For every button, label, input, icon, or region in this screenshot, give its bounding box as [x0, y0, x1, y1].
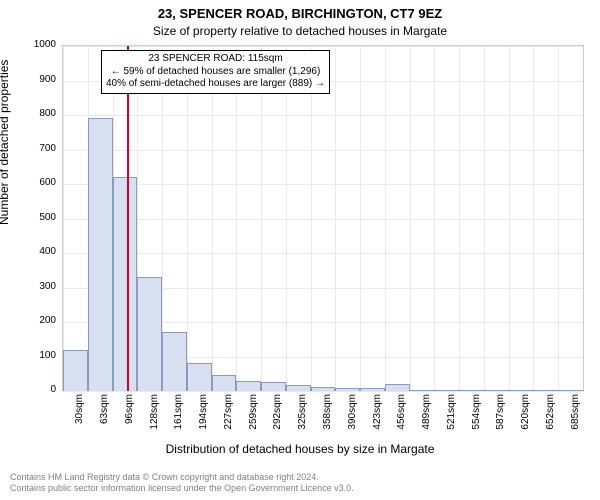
histogram-bar: [533, 390, 558, 391]
histogram-bar: [212, 375, 237, 391]
histogram-bar: [88, 118, 113, 391]
gridline-horizontal: [63, 253, 583, 254]
plot-area: 23 SPENCER ROAD: 115sqm← 59% of detached…: [62, 45, 584, 392]
gridline-vertical: [484, 46, 485, 391]
x-tick-label: 358sqm: [322, 394, 333, 444]
histogram-bar: [484, 390, 509, 391]
annotation-line: 23 SPENCER ROAD: 115sqm: [106, 53, 325, 66]
gridline-vertical: [261, 46, 262, 391]
x-tick-label: 423sqm: [372, 394, 383, 444]
gridline-vertical: [434, 46, 435, 391]
x-tick-label: 325sqm: [297, 394, 308, 444]
histogram-bar: [360, 388, 385, 391]
gridline-vertical: [385, 46, 386, 391]
x-tick-label: 227sqm: [223, 394, 234, 444]
histogram-bar: [162, 332, 187, 391]
gridline-vertical: [360, 46, 361, 391]
gridline-vertical: [63, 46, 64, 391]
y-tick-label: 100: [26, 350, 56, 361]
gridline-vertical: [212, 46, 213, 391]
x-tick-label: 456sqm: [396, 394, 407, 444]
chart-title: 23, SPENCER ROAD, BIRCHINGTON, CT7 9EZ: [0, 6, 600, 21]
histogram-bar: [385, 384, 410, 391]
histogram-bar: [63, 350, 88, 391]
gridline-horizontal: [63, 46, 583, 47]
x-tick-label: 30sqm: [74, 394, 85, 444]
gridline-horizontal: [63, 391, 583, 392]
gridline-horizontal: [63, 115, 583, 116]
gridline-vertical: [236, 46, 237, 391]
footer-line-2: Contains public sector information licen…: [10, 483, 590, 494]
x-tick-label: 521sqm: [446, 394, 457, 444]
x-tick-label: 685sqm: [570, 394, 581, 444]
x-tick-label: 128sqm: [149, 394, 160, 444]
gridline-vertical: [558, 46, 559, 391]
gridline-vertical: [286, 46, 287, 391]
gridline-vertical: [311, 46, 312, 391]
histogram-bar: [558, 390, 583, 391]
histogram-bar: [434, 390, 459, 391]
y-axis-label: Number of detached properties: [0, 60, 11, 225]
x-tick-label: 161sqm: [173, 394, 184, 444]
reference-line: [127, 46, 129, 391]
x-tick-label: 489sqm: [421, 394, 432, 444]
y-tick-label: 1000: [26, 39, 56, 50]
gridline-horizontal: [63, 184, 583, 185]
y-tick-label: 200: [26, 315, 56, 326]
y-tick-label: 800: [26, 108, 56, 119]
annotation-line: 40% of semi-detached houses are larger (…: [106, 78, 325, 91]
histogram-bar: [113, 177, 138, 391]
y-tick-label: 0: [26, 384, 56, 395]
x-tick-label: 96sqm: [124, 394, 135, 444]
footer-line-1: Contains HM Land Registry data © Crown c…: [10, 472, 590, 483]
chart-subtitle: Size of property relative to detached ho…: [0, 24, 600, 38]
y-tick-label: 500: [26, 212, 56, 223]
x-tick-label: 292sqm: [272, 394, 283, 444]
gridline-horizontal: [63, 150, 583, 151]
histogram-bar: [236, 381, 261, 391]
x-tick-label: 587sqm: [495, 394, 506, 444]
y-tick-label: 900: [26, 74, 56, 85]
histogram-bar: [286, 385, 311, 391]
histogram-bar: [509, 390, 534, 391]
x-tick-label: 620sqm: [520, 394, 531, 444]
gridline-vertical: [509, 46, 510, 391]
x-tick-label: 554sqm: [471, 394, 482, 444]
histogram-bar: [187, 363, 212, 391]
x-axis-label: Distribution of detached houses by size …: [0, 442, 600, 456]
y-tick-label: 300: [26, 281, 56, 292]
histogram-bar: [459, 390, 484, 391]
annotation-box: 23 SPENCER ROAD: 115sqm← 59% of detached…: [101, 50, 330, 94]
x-tick-label: 259sqm: [248, 394, 259, 444]
x-tick-label: 652sqm: [545, 394, 556, 444]
gridline-vertical: [335, 46, 336, 391]
x-tick-label: 194sqm: [198, 394, 209, 444]
y-tick-label: 400: [26, 246, 56, 257]
y-tick-label: 600: [26, 177, 56, 188]
gridline-vertical: [533, 46, 534, 391]
histogram-bar: [335, 388, 360, 391]
gridline-horizontal: [63, 219, 583, 220]
gridline-vertical: [187, 46, 188, 391]
annotation-line: ← 59% of detached houses are smaller (1,…: [106, 66, 325, 79]
histogram-bar: [261, 382, 286, 391]
gridline-vertical: [410, 46, 411, 391]
gridline-vertical: [459, 46, 460, 391]
x-tick-label: 390sqm: [347, 394, 358, 444]
histogram-bar: [410, 390, 435, 391]
x-tick-label: 63sqm: [99, 394, 110, 444]
y-tick-label: 700: [26, 143, 56, 154]
attribution-footer: Contains HM Land Registry data © Crown c…: [10, 472, 590, 494]
histogram-bar: [311, 387, 336, 391]
histogram-bar: [137, 277, 162, 391]
